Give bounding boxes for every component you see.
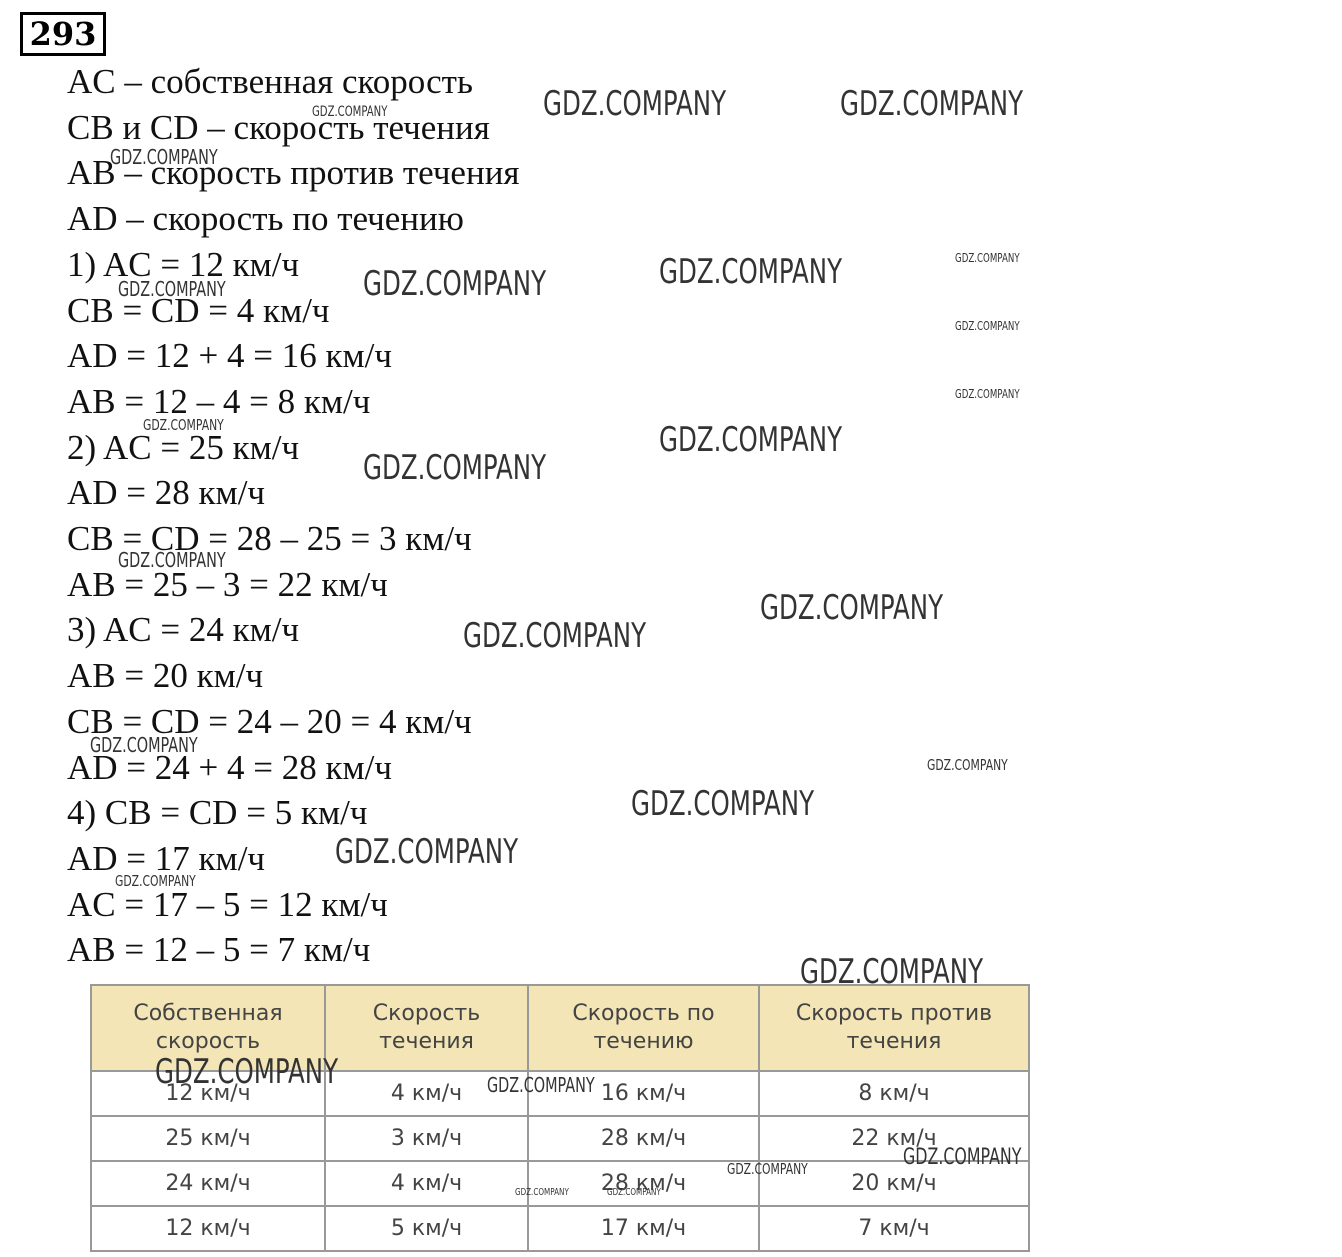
watermark: GDZ.COMPANY — [155, 1052, 339, 1092]
watermark: GDZ.COMPANY — [515, 1187, 569, 1198]
solution-line: CB = CD = 4 км/ч — [67, 290, 330, 330]
task-number: 293 — [20, 12, 106, 56]
watermark: GDZ.COMPANY — [903, 1145, 1022, 1170]
solution-line: AD = 17 км/ч — [67, 838, 266, 878]
table-cell: 20 км/ч — [758, 1160, 1030, 1207]
answer-table: Собственная скорость Скорость течения Скор… — [90, 984, 1030, 1252]
table-cell: 28 км/ч — [527, 1160, 760, 1207]
solution-line: 2) AC = 25 км/ч — [67, 427, 300, 467]
watermark: GDZ.COMPANY — [90, 733, 198, 757]
watermark: GDZ.COMPANY — [363, 448, 547, 488]
table-cell: 17 км/ч — [527, 1205, 760, 1252]
watermark: GDZ.COMPANY — [115, 872, 196, 890]
watermark: GDZ.COMPANY — [607, 1187, 661, 1198]
solution-line: AB = 12 – 4 = 8 км/ч — [67, 381, 371, 421]
solution-line: AD = 24 + 4 = 28 км/ч — [67, 747, 392, 787]
table-cell: 22 км/ч — [758, 1115, 1030, 1162]
table-row: 12 км/ч 5 км/ч 17 км/ч 7 км/ч — [90, 1205, 1030, 1252]
solution-line: AC = 17 – 5 = 12 км/ч — [67, 884, 388, 924]
watermark: GDZ.COMPANY — [659, 420, 843, 460]
solution-line: AD = 12 + 4 = 16 км/ч — [67, 336, 392, 376]
watermark: GDZ.COMPANY — [312, 104, 388, 120]
watermark: GDZ.COMPANY — [118, 548, 226, 572]
watermark: GDZ.COMPANY — [760, 588, 944, 628]
solution-line: AB = 20 км/ч — [67, 656, 264, 696]
table-cell: 7 км/ч — [758, 1205, 1030, 1252]
watermark: GDZ.COMPANY — [631, 784, 815, 824]
watermark: GDZ.COMPANY — [955, 319, 1020, 333]
watermark: GDZ.COMPANY — [840, 84, 1024, 124]
table-cell: 12 км/ч — [90, 1070, 326, 1117]
table-row: 24 км/ч 4 км/ч 28 км/ч 20 км/ч — [90, 1160, 1030, 1207]
solution-line: 4) CB = CD = 5 км/ч — [67, 793, 368, 833]
table-cell: 28 км/ч — [527, 1115, 760, 1162]
watermark: GDZ.COMPANY — [463, 616, 647, 656]
solution-line: CB = CD = 24 – 20 = 4 км/ч — [67, 701, 472, 741]
solution-line: AB = 12 – 5 = 7 км/ч — [67, 930, 371, 970]
table-body: 12 км/ч 4 км/ч 16 км/ч 8 км/ч 25 км/ч 3 км/ч 2… — [90, 1070, 1030, 1252]
solution-line: CB и CD – скорость течения — [67, 107, 490, 147]
watermark: GDZ.COMPANY — [143, 416, 224, 434]
watermark: GDZ.COMPANY — [543, 84, 727, 124]
watermark: GDZ.COMPANY — [335, 832, 519, 872]
table-cell: 5 км/ч — [324, 1205, 529, 1252]
watermark: GDZ.COMPANY — [487, 1073, 595, 1097]
table-cell: 8 км/ч — [758, 1070, 1030, 1117]
header-cell: Скорость течения — [324, 984, 529, 1072]
watermark: GDZ.COMPANY — [118, 277, 226, 301]
table-cell: 3 км/ч — [324, 1115, 529, 1162]
watermark: GDZ.COMPANY — [955, 387, 1020, 401]
table-cell: 24 км/ч — [90, 1160, 326, 1207]
table-row: 25 км/ч 3 км/ч 28 км/ч 22 км/ч — [90, 1115, 1030, 1162]
watermark: GDZ.COMPANY — [800, 952, 984, 992]
solution-line: 3) AC = 24 км/ч — [67, 610, 300, 650]
solution-line: AD = 28 км/ч — [67, 473, 266, 513]
table-header: Собственная скорость Скорость течения Скор… — [90, 984, 1030, 1072]
watermark: GDZ.COMPANY — [110, 145, 218, 169]
watermark: GDZ.COMPANY — [955, 251, 1020, 265]
header-cell: Собственная скорость — [90, 984, 326, 1072]
table-cell: 12 км/ч — [90, 1205, 326, 1252]
solution-line: 1) AC = 12 км/ч — [67, 244, 300, 284]
table-cell: 4 км/ч — [324, 1070, 529, 1117]
watermark: GDZ.COMPANY — [927, 756, 1008, 774]
solution-line: AB = 25 – 3 = 22 км/ч — [67, 564, 388, 604]
watermark: GDZ.COMPANY — [659, 252, 843, 292]
header-cell: Скорость против течения — [758, 984, 1030, 1072]
solution-line: AD – скорость по течению — [67, 199, 464, 239]
table-row: 12 км/ч 4 км/ч 16 км/ч 8 км/ч — [90, 1070, 1030, 1117]
table-cell: 16 км/ч — [527, 1070, 760, 1117]
header-cell: Скорость по течению — [527, 984, 760, 1072]
watermark: GDZ.COMPANY — [727, 1160, 808, 1178]
solution-line: CB = CD = 28 – 25 = 3 км/ч — [67, 519, 472, 558]
solution-line: AB – скорость против течения — [67, 153, 520, 193]
table-cell: 25 км/ч — [90, 1115, 326, 1162]
solution-line: AC – собственная скорость — [67, 62, 473, 101]
table-cell: 4 км/ч — [324, 1160, 529, 1207]
watermark: GDZ.COMPANY — [363, 264, 547, 304]
